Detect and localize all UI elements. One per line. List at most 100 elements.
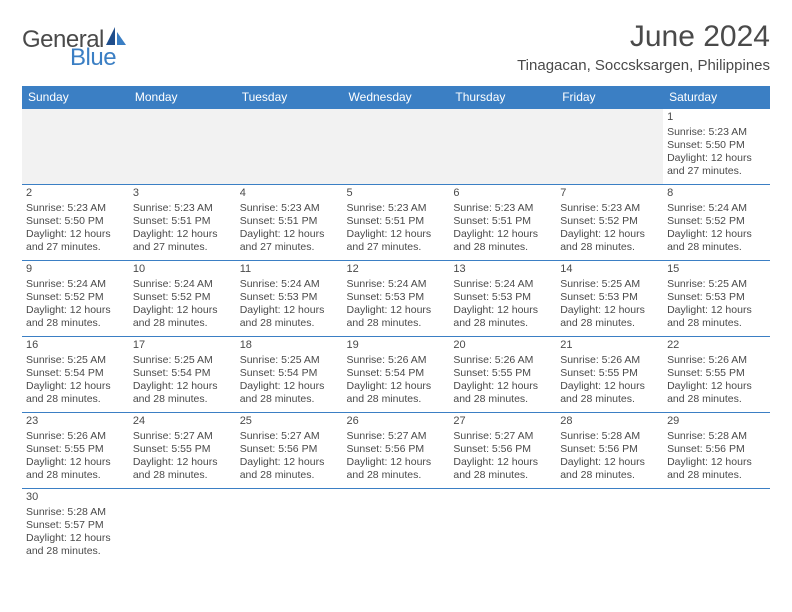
- day-cell: 17Sunrise: 5:25 AMSunset: 5:54 PMDayligh…: [129, 337, 236, 413]
- day-details: Sunrise: 5:24 AMSunset: 5:52 PMDaylight:…: [26, 278, 125, 331]
- day-number: 19: [347, 339, 446, 353]
- day-number: 21: [560, 339, 659, 353]
- day-details: Sunrise: 5:25 AMSunset: 5:54 PMDaylight:…: [133, 354, 232, 407]
- day-details: Sunrise: 5:25 AMSunset: 5:54 PMDaylight:…: [240, 354, 339, 407]
- day-cell: 23Sunrise: 5:26 AMSunset: 5:55 PMDayligh…: [22, 413, 129, 489]
- day-cell: 9Sunrise: 5:24 AMSunset: 5:52 PMDaylight…: [22, 261, 129, 337]
- day-details: Sunrise: 5:23 AMSunset: 5:52 PMDaylight:…: [560, 202, 659, 255]
- day-cell: 8Sunrise: 5:24 AMSunset: 5:52 PMDaylight…: [663, 185, 770, 261]
- day-cell: 10Sunrise: 5:24 AMSunset: 5:52 PMDayligh…: [129, 261, 236, 337]
- day-details: Sunrise: 5:23 AMSunset: 5:50 PMDaylight:…: [667, 126, 766, 179]
- day-number: 16: [26, 339, 125, 353]
- day-number: 23: [26, 415, 125, 429]
- day-number: 17: [133, 339, 232, 353]
- day-number: 29: [667, 415, 766, 429]
- day-number: 4: [240, 187, 339, 201]
- day-number: 14: [560, 263, 659, 277]
- day-cell: 28Sunrise: 5:28 AMSunset: 5:56 PMDayligh…: [556, 413, 663, 489]
- day-details: Sunrise: 5:28 AMSunset: 5:57 PMDaylight:…: [26, 506, 125, 559]
- day-cell: 24Sunrise: 5:27 AMSunset: 5:55 PMDayligh…: [129, 413, 236, 489]
- day-cell: 3Sunrise: 5:23 AMSunset: 5:51 PMDaylight…: [129, 185, 236, 261]
- day-details: Sunrise: 5:26 AMSunset: 5:54 PMDaylight:…: [347, 354, 446, 407]
- day-details: Sunrise: 5:27 AMSunset: 5:56 PMDaylight:…: [347, 430, 446, 483]
- day-details: Sunrise: 5:23 AMSunset: 5:51 PMDaylight:…: [133, 202, 232, 255]
- dayhead-fri: Friday: [556, 86, 663, 109]
- day-details: Sunrise: 5:24 AMSunset: 5:53 PMDaylight:…: [453, 278, 552, 331]
- day-number: 25: [240, 415, 339, 429]
- week-row: 23Sunrise: 5:26 AMSunset: 5:55 PMDayligh…: [22, 413, 770, 489]
- day-cell: [449, 109, 556, 185]
- dayhead-sun: Sunday: [22, 86, 129, 109]
- day-cell: 4Sunrise: 5:23 AMSunset: 5:51 PMDaylight…: [236, 185, 343, 261]
- day-number: 8: [667, 187, 766, 201]
- day-cell: 5Sunrise: 5:23 AMSunset: 5:51 PMDaylight…: [343, 185, 450, 261]
- dayhead-wed: Wednesday: [343, 86, 450, 109]
- day-cell: 18Sunrise: 5:25 AMSunset: 5:54 PMDayligh…: [236, 337, 343, 413]
- day-number: 27: [453, 415, 552, 429]
- day-number: 1: [667, 111, 766, 125]
- day-cell: [449, 489, 556, 565]
- day-cell: 12Sunrise: 5:24 AMSunset: 5:53 PMDayligh…: [343, 261, 450, 337]
- day-cell: [129, 489, 236, 565]
- day-details: Sunrise: 5:25 AMSunset: 5:54 PMDaylight:…: [26, 354, 125, 407]
- day-cell: [343, 489, 450, 565]
- day-cell: 7Sunrise: 5:23 AMSunset: 5:52 PMDaylight…: [556, 185, 663, 261]
- day-number: 3: [133, 187, 232, 201]
- day-cell: 29Sunrise: 5:28 AMSunset: 5:56 PMDayligh…: [663, 413, 770, 489]
- day-cell: 20Sunrise: 5:26 AMSunset: 5:55 PMDayligh…: [449, 337, 556, 413]
- day-number: 9: [26, 263, 125, 277]
- page-title: June 2024: [517, 20, 770, 54]
- day-details: Sunrise: 5:23 AMSunset: 5:51 PMDaylight:…: [347, 202, 446, 255]
- day-details: Sunrise: 5:24 AMSunset: 5:52 PMDaylight:…: [667, 202, 766, 255]
- day-cell: [236, 109, 343, 185]
- day-cell: 13Sunrise: 5:24 AMSunset: 5:53 PMDayligh…: [449, 261, 556, 337]
- day-details: Sunrise: 5:23 AMSunset: 5:51 PMDaylight:…: [240, 202, 339, 255]
- day-number: 20: [453, 339, 552, 353]
- week-row: 16Sunrise: 5:25 AMSunset: 5:54 PMDayligh…: [22, 337, 770, 413]
- day-cell: 22Sunrise: 5:26 AMSunset: 5:55 PMDayligh…: [663, 337, 770, 413]
- page: General June 2024 Tinagacan, Soccsksarge…: [0, 0, 792, 575]
- day-number: 15: [667, 263, 766, 277]
- day-details: Sunrise: 5:28 AMSunset: 5:56 PMDaylight:…: [560, 430, 659, 483]
- day-cell: [129, 109, 236, 185]
- day-details: Sunrise: 5:25 AMSunset: 5:53 PMDaylight:…: [667, 278, 766, 331]
- dayhead-thu: Thursday: [449, 86, 556, 109]
- dayhead-tue: Tuesday: [236, 86, 343, 109]
- day-cell: 26Sunrise: 5:27 AMSunset: 5:56 PMDayligh…: [343, 413, 450, 489]
- day-details: Sunrise: 5:26 AMSunset: 5:55 PMDaylight:…: [453, 354, 552, 407]
- week-row: 1Sunrise: 5:23 AMSunset: 5:50 PMDaylight…: [22, 109, 770, 185]
- day-cell: [236, 489, 343, 565]
- day-header-row: Sunday Monday Tuesday Wednesday Thursday…: [22, 86, 770, 109]
- day-cell: 16Sunrise: 5:25 AMSunset: 5:54 PMDayligh…: [22, 337, 129, 413]
- day-cell: 25Sunrise: 5:27 AMSunset: 5:56 PMDayligh…: [236, 413, 343, 489]
- day-details: Sunrise: 5:24 AMSunset: 5:53 PMDaylight:…: [347, 278, 446, 331]
- day-details: Sunrise: 5:26 AMSunset: 5:55 PMDaylight:…: [26, 430, 125, 483]
- day-cell: 2Sunrise: 5:23 AMSunset: 5:50 PMDaylight…: [22, 185, 129, 261]
- day-details: Sunrise: 5:28 AMSunset: 5:56 PMDaylight:…: [667, 430, 766, 483]
- day-cell: 1Sunrise: 5:23 AMSunset: 5:50 PMDaylight…: [663, 109, 770, 185]
- dayhead-sat: Saturday: [663, 86, 770, 109]
- day-number: 13: [453, 263, 552, 277]
- day-number: 7: [560, 187, 659, 201]
- calendar-body: 1Sunrise: 5:23 AMSunset: 5:50 PMDaylight…: [22, 109, 770, 565]
- day-number: 28: [560, 415, 659, 429]
- day-number: 10: [133, 263, 232, 277]
- day-details: Sunrise: 5:26 AMSunset: 5:55 PMDaylight:…: [667, 354, 766, 407]
- day-number: 30: [26, 491, 125, 505]
- day-cell: 11Sunrise: 5:24 AMSunset: 5:53 PMDayligh…: [236, 261, 343, 337]
- page-subtitle: Tinagacan, Soccsksargen, Philippines: [517, 57, 770, 74]
- day-cell: 30Sunrise: 5:28 AMSunset: 5:57 PMDayligh…: [22, 489, 129, 565]
- day-cell: [22, 109, 129, 185]
- day-details: Sunrise: 5:23 AMSunset: 5:50 PMDaylight:…: [26, 202, 125, 255]
- week-row: 30Sunrise: 5:28 AMSunset: 5:57 PMDayligh…: [22, 489, 770, 565]
- day-number: 24: [133, 415, 232, 429]
- dayhead-mon: Monday: [129, 86, 236, 109]
- day-details: Sunrise: 5:25 AMSunset: 5:53 PMDaylight:…: [560, 278, 659, 331]
- day-cell: 6Sunrise: 5:23 AMSunset: 5:51 PMDaylight…: [449, 185, 556, 261]
- day-details: Sunrise: 5:27 AMSunset: 5:55 PMDaylight:…: [133, 430, 232, 483]
- day-number: 12: [347, 263, 446, 277]
- day-details: Sunrise: 5:26 AMSunset: 5:55 PMDaylight:…: [560, 354, 659, 407]
- day-details: Sunrise: 5:24 AMSunset: 5:52 PMDaylight:…: [133, 278, 232, 331]
- title-block: June 2024 Tinagacan, Soccsksargen, Phili…: [517, 20, 770, 74]
- day-number: 11: [240, 263, 339, 277]
